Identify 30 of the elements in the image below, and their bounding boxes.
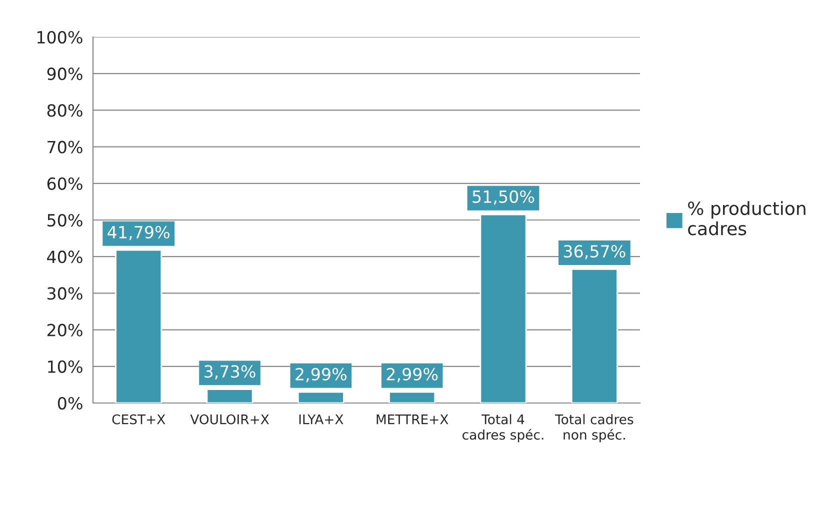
x-tick-label: Total 4 cadres spéc. xyxy=(462,414,544,442)
data-label: 41,79% xyxy=(108,226,170,240)
y-tick-label: 60% xyxy=(47,177,82,190)
x-tick-label: VOULOIR+X xyxy=(190,414,269,424)
data-label: 51,50% xyxy=(472,190,534,205)
legend-label: % production cadres xyxy=(688,201,806,236)
y-tick-label: 10% xyxy=(48,360,82,373)
y-tick-label: 50% xyxy=(48,214,82,227)
bar xyxy=(570,268,618,403)
y-tick-label: 20% xyxy=(47,324,82,336)
data-label: 2,99% xyxy=(386,368,438,382)
y-tick-label: 70% xyxy=(48,140,82,154)
data-label: 36,57% xyxy=(564,244,626,260)
y-tick-label: 40% xyxy=(47,250,82,264)
data-label: 3,73% xyxy=(204,365,256,380)
bar xyxy=(480,214,527,403)
bar xyxy=(297,391,344,403)
y-tick-label: 90% xyxy=(47,68,82,80)
y-tick-label: 100% xyxy=(37,30,82,44)
y-tick-label: 30% xyxy=(48,287,82,300)
x-tick-label: CEST+X xyxy=(112,414,166,424)
x-tick-label: METTRE+X xyxy=(376,414,448,424)
x-tick-label: Total cadres non spéc. xyxy=(554,414,634,442)
bar xyxy=(388,391,436,403)
data-label: 2,99% xyxy=(296,368,346,382)
bar xyxy=(206,388,254,403)
x-tick-label: ILYA+X xyxy=(299,414,344,424)
bar xyxy=(115,249,162,403)
y-tick-label: 0% xyxy=(58,396,82,410)
y-tick-label: 80% xyxy=(47,104,82,117)
